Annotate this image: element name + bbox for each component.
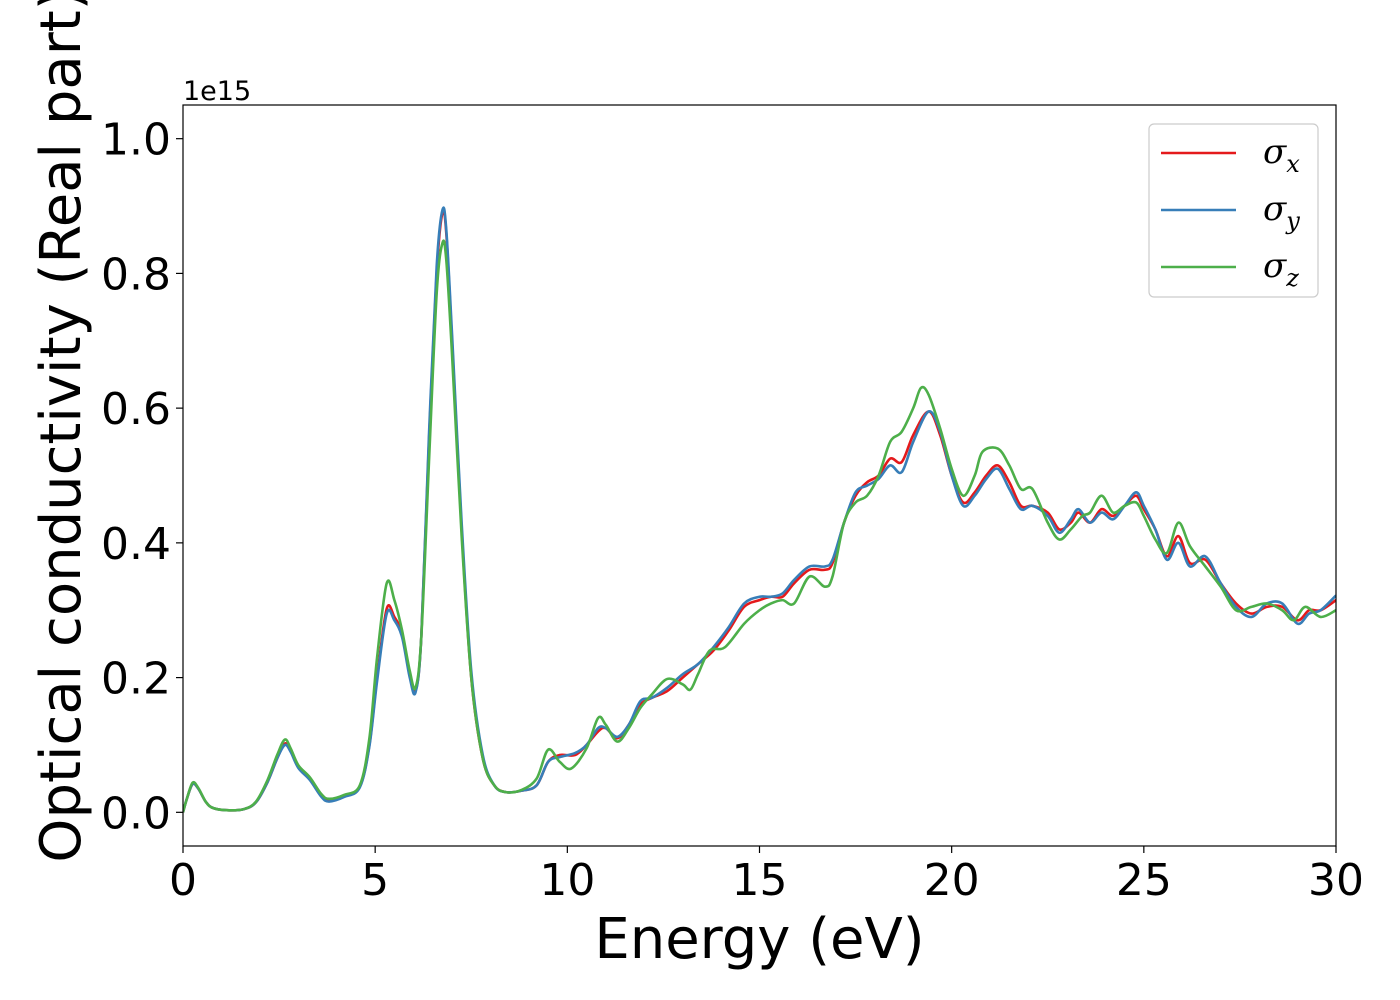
plot-lines	[183, 206, 1336, 813]
y-tick-label: 1.0	[101, 115, 171, 166]
y-tick-label: 0.8	[101, 249, 171, 300]
y-tick-label: 0.2	[101, 654, 171, 705]
legend-label-x: σx	[1263, 132, 1300, 178]
x-tick-label: 20	[924, 855, 980, 906]
x-tick-label: 10	[539, 855, 595, 906]
x-tick-label: 25	[1116, 855, 1172, 906]
y-tick-label: 0.4	[101, 519, 171, 570]
x-tick-label: 15	[732, 855, 788, 906]
legend-label-y: σy	[1263, 189, 1300, 235]
series-line-z	[183, 239, 1336, 813]
legend: σx σy σz	[1148, 123, 1319, 298]
x-tick-label: 5	[361, 855, 389, 906]
legend-label-z: σz	[1263, 246, 1299, 292]
y-axis-ticks: 0.0 0.2 0.4 0.6 0.8 1.0	[101, 115, 183, 839]
y-tick-label: 0.0	[101, 788, 171, 839]
y-offset-text: 1e15	[183, 76, 251, 107]
x-axis-ticks: 0 5 10 15 20 25 30	[169, 846, 1364, 906]
x-tick-label: 30	[1308, 855, 1364, 906]
x-axis-label: Energy (eV)	[594, 907, 924, 972]
x-tick-label: 0	[169, 855, 197, 906]
y-tick-label: 0.6	[101, 384, 171, 435]
y-axis-label: Optical conductivity (Real part)	[29, 0, 94, 863]
